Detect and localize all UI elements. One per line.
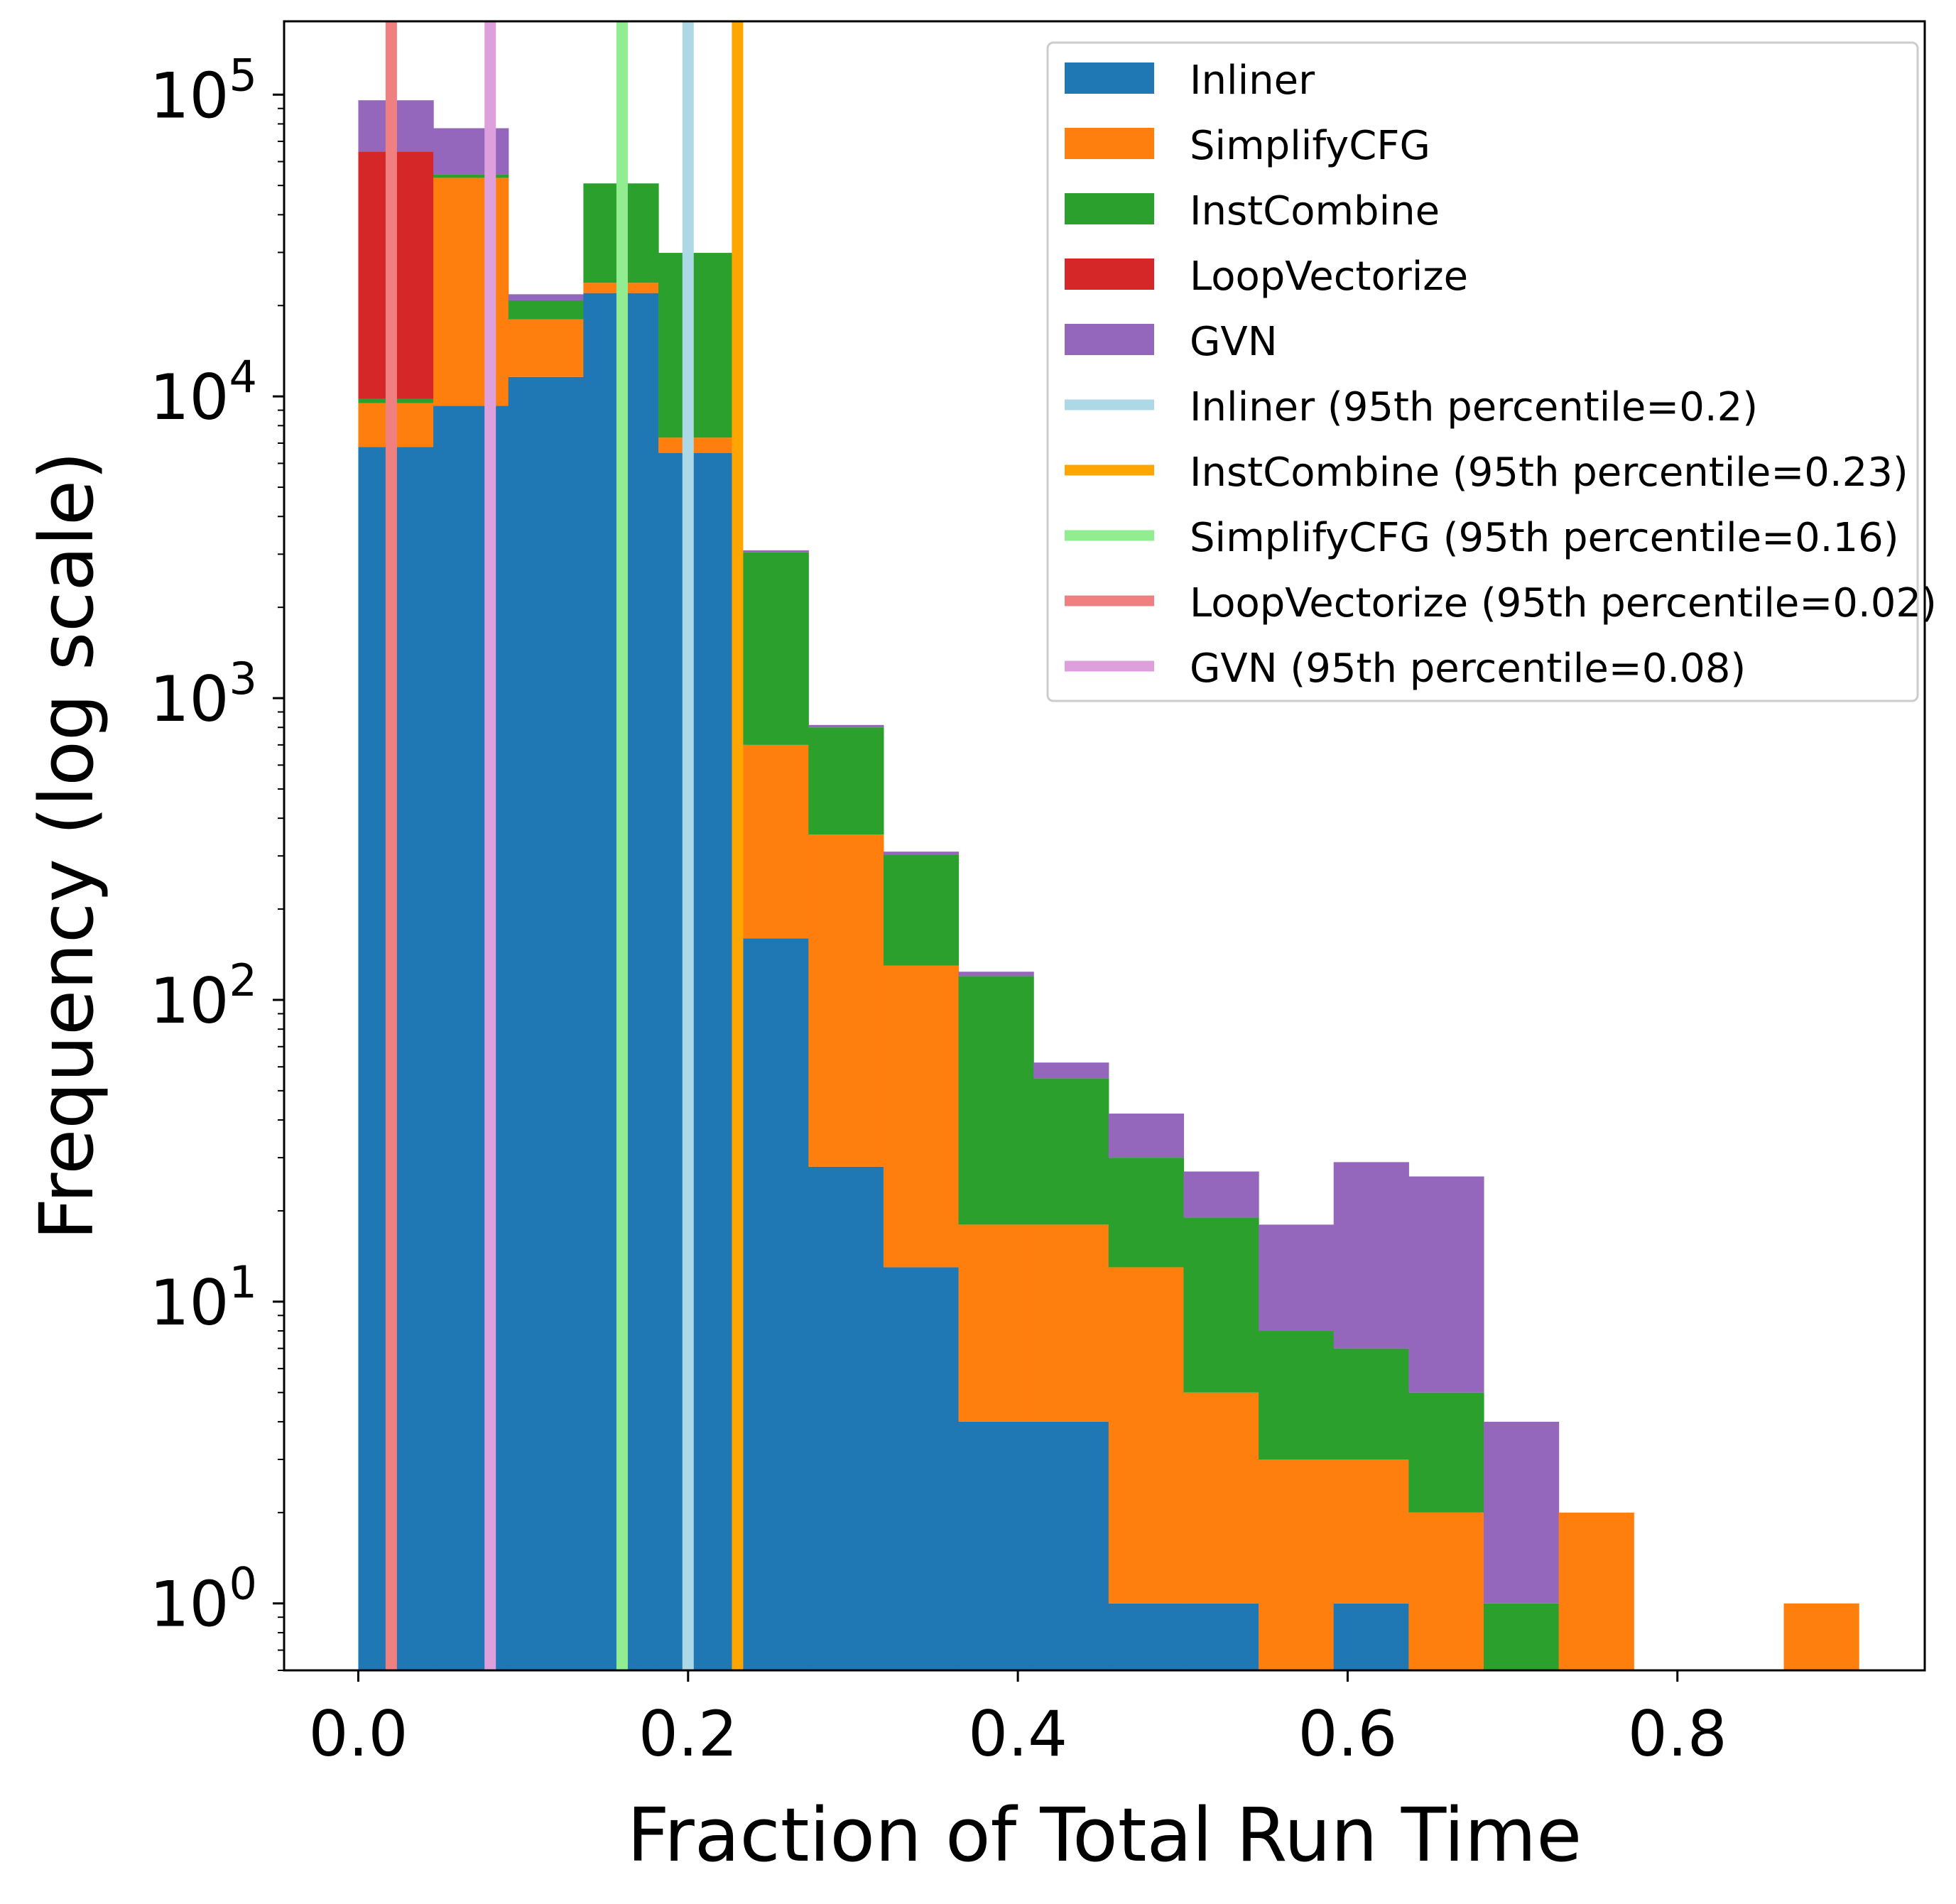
x-tick-label: 0.2 — [639, 1697, 738, 1770]
bar-simplifycfg-bin-16 — [1558, 1512, 1634, 1670]
bar-instcombine-bin-10 — [1108, 1158, 1185, 1268]
bar-inliner-bin-5 — [733, 938, 809, 1670]
bar-simplifycfg-bin-2 — [508, 319, 584, 377]
histogram-bars — [358, 100, 1859, 1671]
legend-entry-label: LoopVectorize (95th percentile=0.02) — [1190, 580, 1937, 626]
bar-gvn-bin-13 — [1333, 1162, 1409, 1349]
legend-swatch-gvn — [1065, 324, 1154, 355]
x-axis-label: Fraction of Total Run Time — [627, 1792, 1582, 1878]
bar-instcombine-bin-5 — [733, 552, 809, 745]
y-tick-label: 104 — [150, 351, 257, 434]
bar-inliner-bin-4 — [658, 452, 734, 1670]
bar-simplifycfg-bin-1 — [433, 178, 509, 406]
bar-gvn-bin-12 — [1259, 1224, 1335, 1332]
bar-simplifycfg-bin-10 — [1108, 1267, 1185, 1604]
legend-entry-label: GVN — [1190, 319, 1278, 365]
legend-box — [1046, 41, 1919, 702]
x-tick-label: 0.4 — [968, 1697, 1067, 1770]
bar-simplifycfg-bin-4 — [658, 437, 734, 453]
x-tick-label: 0.0 — [308, 1697, 408, 1770]
bar-instcombine-bin-7 — [883, 854, 960, 966]
bar-instcombine-bin-9 — [1033, 1078, 1109, 1225]
legend-entry-label: LoopVectorize — [1190, 254, 1468, 300]
bar-gvn-bin-9 — [1033, 1062, 1109, 1079]
legend-entry-label: GVN (95th percentile=0.08) — [1190, 646, 1746, 692]
legend-swatch-loopvectorize — [1065, 259, 1154, 290]
bar-gvn-bin-11 — [1183, 1171, 1259, 1218]
bar-simplifycfg-bin-14 — [1408, 1512, 1484, 1670]
bar-gvn-bin-5 — [733, 550, 809, 553]
legend-entry-label: InstCombine (95th percentile=0.23) — [1190, 450, 1908, 496]
bar-instcombine-bin-6 — [808, 727, 884, 835]
bar-gvn-bin-15 — [1483, 1421, 1560, 1604]
bar-instcombine-bin-11 — [1183, 1217, 1259, 1393]
legend-swatch-simplifycfg — [1065, 128, 1154, 159]
legend-entry-label: SimplifyCFG — [1190, 123, 1430, 169]
y-tick-label: 100 — [150, 1558, 257, 1641]
y-tick-label: 105 — [150, 49, 257, 132]
bar-inliner-bin-13 — [1333, 1603, 1409, 1670]
bar-inliner-bin-8 — [958, 1421, 1034, 1670]
percentile-lines — [385, 21, 744, 1670]
y-tick-label: 103 — [150, 653, 257, 736]
bar-inliner-bin-7 — [883, 1267, 960, 1670]
bar-instcombine-bin-12 — [1259, 1331, 1335, 1460]
bar-instcombine-bin-13 — [1333, 1348, 1409, 1460]
legend: Inliner SimplifyCFG InstCombine LoopVectori… — [1046, 41, 1937, 702]
bar-inliner-bin-2 — [508, 376, 584, 1670]
bar-inliner-bin-11 — [1183, 1603, 1259, 1670]
bar-instcombine-bin-15 — [1483, 1603, 1560, 1670]
bar-inliner-bin-9 — [1033, 1421, 1109, 1670]
bar-inliner-bin-10 — [1108, 1603, 1185, 1670]
bar-instcombine-bin-8 — [958, 976, 1034, 1225]
bar-simplifycfg-bin-7 — [883, 965, 960, 1268]
bar-gvn-bin-7 — [883, 852, 960, 855]
bar-instcombine-bin-14 — [1408, 1392, 1484, 1513]
legend-swatch-inliner — [1065, 62, 1154, 94]
bar-gvn-bin-10 — [1108, 1114, 1185, 1158]
y-axis-ticks: 100 101 102 103 104 105 — [150, 49, 284, 1671]
legend-entry-label: Inliner — [1190, 58, 1315, 104]
bar-gvn-bin-14 — [1408, 1176, 1484, 1393]
legend-entry-label: SimplifyCFG (95th percentile=0.16) — [1190, 515, 1899, 561]
bar-instcombine-bin-2 — [508, 300, 584, 320]
x-axis-ticks: 0.0 0.2 0.4 0.6 0.8 — [308, 1670, 1727, 1770]
bar-inliner-bin-1 — [433, 406, 509, 1670]
bar-gvn-bin-1 — [433, 128, 509, 175]
y-axis-label: Frequency (log scale) — [23, 451, 110, 1240]
x-tick-label: 0.8 — [1628, 1697, 1727, 1770]
y-tick-label: 102 — [150, 954, 257, 1038]
bar-simplifycfg-bin-9 — [1033, 1224, 1109, 1422]
bar-instcombine-bin-4 — [658, 253, 734, 438]
bar-gvn-bin-2 — [508, 294, 584, 301]
bar-simplifycfg-bin-12 — [1259, 1459, 1335, 1670]
bar-simplifycfg-bin-6 — [808, 834, 884, 1167]
legend-entry-label: Inliner (95th percentile=0.2) — [1190, 384, 1758, 430]
bar-gvn-bin-6 — [808, 724, 884, 728]
bar-simplifycfg-bin-19 — [1783, 1603, 1859, 1670]
bar-inliner-bin-6 — [808, 1166, 884, 1670]
plot-frame — [283, 20, 1926, 1672]
bar-simplifycfg-bin-5 — [733, 744, 809, 939]
x-tick-label: 0.6 — [1298, 1697, 1397, 1770]
bar-simplifycfg-bin-8 — [958, 1224, 1034, 1422]
bar-gvn-bin-8 — [958, 972, 1034, 977]
bar-simplifycfg-bin-11 — [1183, 1392, 1259, 1604]
legend-entry-label: InstCombine — [1190, 188, 1440, 234]
y-tick-label: 101 — [150, 1256, 257, 1339]
legend-swatch-instcombine — [1065, 193, 1154, 224]
bar-simplifycfg-bin-13 — [1333, 1459, 1409, 1604]
bar-instcombine-bin-1 — [433, 174, 509, 178]
